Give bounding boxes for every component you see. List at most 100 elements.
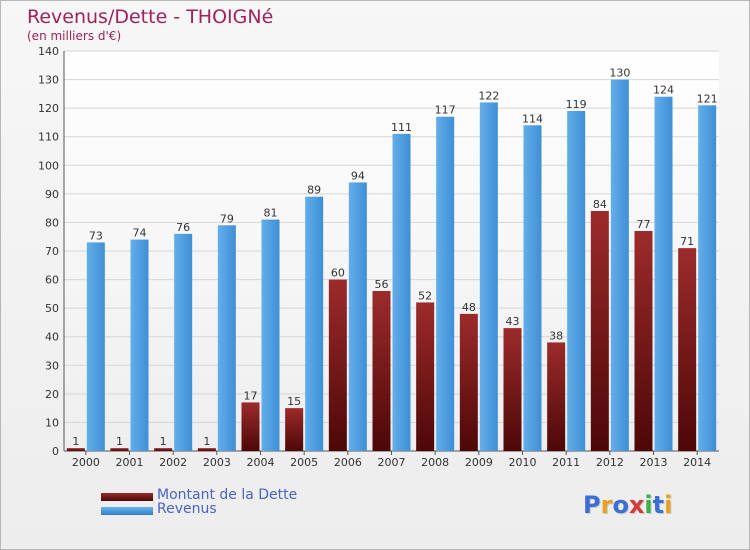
data-label: 119: [566, 98, 587, 111]
y-tick-label: 70: [45, 245, 59, 258]
data-label: 15: [287, 395, 301, 408]
x-tick-label: 2013: [640, 456, 668, 469]
bar-dette: [241, 402, 260, 451]
data-label: 77: [637, 218, 651, 231]
x-tick-label: 2012: [596, 456, 624, 469]
bar-dette: [197, 448, 216, 451]
y-tick-label: 90: [45, 188, 59, 201]
bar-revenus: [174, 233, 193, 451]
x-tick-label: 2010: [509, 456, 537, 469]
y-tick-label: 80: [45, 216, 59, 229]
bar-revenus: [305, 196, 324, 451]
data-label: 17: [244, 389, 258, 402]
x-tick-label: 2004: [247, 456, 275, 469]
bar-revenus: [698, 105, 717, 452]
data-label: 84: [593, 198, 607, 211]
y-tick-label: 60: [45, 274, 59, 287]
chart-subtitle: (en milliers d'€): [27, 29, 122, 43]
data-label: 122: [478, 89, 499, 102]
logo-letter: i: [644, 491, 653, 519]
data-label: 76: [176, 221, 190, 234]
bar-revenus: [86, 242, 105, 451]
x-tick-label: 2007: [378, 456, 406, 469]
x-tick-label: 2005: [290, 456, 318, 469]
bar-dette: [678, 248, 697, 451]
data-label: 1: [116, 435, 123, 448]
bar-revenus: [479, 102, 498, 451]
data-label: 43: [506, 315, 520, 328]
y-tick-label: 140: [38, 45, 59, 58]
bar-dette: [110, 448, 129, 451]
bar-revenus: [130, 239, 149, 451]
data-label: 89: [307, 184, 321, 197]
legend-swatch-dette: [101, 493, 153, 501]
y-tick-label: 10: [45, 416, 59, 429]
logo-letter: t: [652, 491, 665, 519]
logo-letter: o: [612, 491, 629, 519]
bar-dette: [503, 328, 522, 451]
x-tick-label: 2008: [421, 456, 449, 469]
x-tick-label: 2003: [203, 456, 231, 469]
data-label: 94: [351, 169, 365, 182]
y-tick-label: 0: [52, 445, 59, 458]
bar-revenus: [436, 116, 455, 451]
y-tick-label: 110: [38, 131, 59, 144]
data-label: 74: [133, 227, 147, 240]
bar-dette: [66, 448, 85, 451]
data-label: 114: [522, 112, 543, 125]
legend-swatch-revenus: [101, 507, 153, 515]
data-label: 48: [462, 301, 476, 314]
y-tick-label: 30: [45, 359, 59, 372]
data-label: 130: [609, 67, 630, 80]
x-tick-label: 2009: [465, 456, 493, 469]
bar-revenus: [348, 182, 367, 451]
logo-letter: P: [583, 491, 601, 519]
data-label: 1: [203, 435, 210, 448]
bar-revenus: [217, 225, 236, 451]
data-label: 71: [680, 235, 694, 248]
bar-dette: [328, 279, 347, 451]
bar-revenus: [567, 111, 586, 451]
bar-dette: [154, 448, 173, 451]
bar-dette: [634, 231, 653, 451]
bar-dette: [372, 291, 391, 451]
data-label: 111: [391, 121, 412, 134]
data-label: 52: [418, 289, 432, 302]
proxiti-logo: Proxiti: [583, 491, 672, 519]
chart-title: Revenus/Dette - THOIGNé: [27, 6, 274, 28]
data-label: 81: [264, 207, 278, 220]
y-tick-label: 40: [45, 331, 59, 344]
y-tick-label: 120: [38, 102, 59, 115]
data-label: 38: [549, 329, 563, 342]
x-tick-label: 2002: [159, 456, 187, 469]
bar-dette: [547, 342, 566, 451]
data-label: 1: [72, 435, 79, 448]
data-label: 124: [653, 84, 674, 97]
bar-revenus: [261, 219, 280, 451]
data-label: 79: [220, 212, 234, 225]
x-tick-label: 2006: [334, 456, 362, 469]
y-tick-label: 100: [38, 159, 59, 172]
data-label: 60: [331, 267, 345, 280]
logo-letter: i: [664, 491, 673, 519]
legend-label-revenus: Revenus: [157, 501, 217, 517]
bar-dette: [285, 408, 304, 451]
legend-label-dette: Montant de la Dette: [157, 487, 298, 503]
logo-letter: r: [600, 491, 613, 519]
bar-revenus: [523, 125, 542, 452]
bar-dette: [459, 313, 478, 451]
bar-dette: [590, 211, 609, 451]
logo-letter: x: [628, 491, 645, 519]
bar-dette: [416, 302, 435, 451]
x-tick-label: 2000: [72, 456, 100, 469]
bar-revenus: [610, 79, 629, 452]
y-tick-label: 50: [45, 302, 59, 315]
data-label: 117: [435, 104, 456, 117]
data-label: 73: [89, 229, 103, 242]
x-tick-label: 2011: [552, 456, 580, 469]
bar-revenus: [392, 133, 411, 451]
data-label: 1: [160, 435, 167, 448]
y-tick-label: 20: [45, 388, 59, 401]
